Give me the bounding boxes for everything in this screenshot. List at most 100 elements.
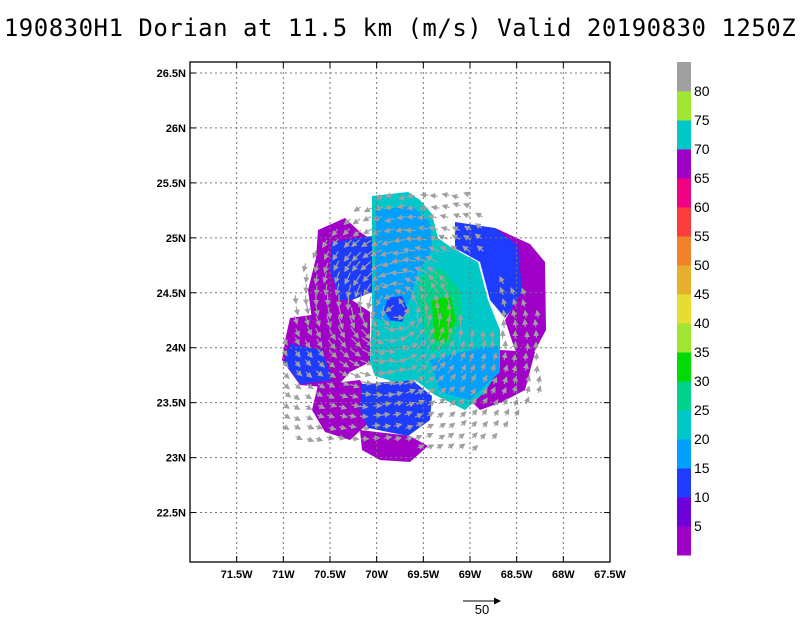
wind-vector — [384, 217, 395, 223]
wind-vector — [522, 352, 529, 361]
scale-label: 50 — [475, 602, 489, 617]
lat-label: 23.5N — [157, 398, 186, 410]
wind-vector — [469, 329, 476, 341]
wind-vector — [414, 434, 423, 441]
wind-vector — [405, 401, 416, 408]
wind-vector — [525, 375, 531, 383]
wind-vector — [491, 376, 498, 385]
wind-vector — [511, 385, 518, 393]
lat-label: 24.5N — [157, 288, 186, 300]
wind-vector — [282, 424, 290, 430]
colorbar-segment — [677, 439, 691, 469]
wind-vector — [313, 285, 320, 296]
wind-vector — [470, 387, 477, 396]
wind-vector — [502, 420, 509, 428]
colorbar-segment — [677, 120, 691, 150]
wind-vector — [521, 298, 527, 308]
wind-vector — [436, 443, 444, 450]
wind-vector — [385, 304, 395, 313]
colorbar-segment — [677, 352, 691, 382]
wind-vector — [294, 337, 300, 346]
lon-label: 70W — [365, 569, 388, 581]
wind-vector — [419, 285, 429, 297]
wind-vector — [426, 432, 434, 439]
wind-vector — [306, 326, 312, 336]
wind-vector — [392, 325, 406, 332]
wind-vector — [306, 423, 315, 430]
wind-vector — [295, 434, 303, 441]
wind-vector — [393, 357, 407, 364]
wind-vector — [467, 340, 474, 352]
colorbar-segment — [677, 497, 691, 527]
wind-vector — [381, 316, 390, 327]
wind-vector — [481, 397, 488, 405]
wind-vector — [448, 339, 455, 352]
wind-vector — [338, 424, 347, 431]
wind-vector — [458, 398, 465, 406]
wind-vector — [306, 436, 315, 443]
wind-vector — [323, 262, 329, 274]
wind-vector — [417, 444, 425, 450]
wind-vector — [405, 388, 416, 395]
colorbar-segment — [677, 323, 691, 353]
wind-vector — [316, 338, 323, 348]
wind-vector — [439, 246, 451, 253]
wind-vector — [511, 354, 518, 363]
wind-vector — [313, 305, 320, 317]
wind-vector — [534, 309, 541, 318]
wind-vector — [415, 328, 426, 340]
wind-vector — [414, 413, 424, 419]
wind-vector — [451, 234, 461, 241]
lon-label: 69.5W — [407, 569, 439, 581]
wind-vector — [392, 390, 404, 397]
wind-vector — [393, 237, 406, 244]
wind-vector — [475, 212, 483, 219]
wind-vector — [502, 398, 508, 406]
wind-vector — [350, 372, 362, 379]
wind-vector — [322, 239, 328, 249]
wind-vector — [305, 404, 313, 410]
wind-vector — [491, 432, 498, 440]
wind-vector — [428, 246, 440, 252]
wind-vector — [349, 393, 359, 399]
wind-vector — [405, 435, 414, 442]
wind-vector — [339, 392, 349, 399]
wind-vector — [362, 271, 373, 283]
wind-vector — [339, 349, 350, 358]
wind-vector — [343, 251, 352, 262]
wind-vector — [366, 296, 373, 310]
wind-vector — [405, 320, 416, 330]
wind-vector — [329, 401, 338, 408]
wind-vector — [342, 228, 351, 236]
wind-vector — [306, 383, 314, 390]
colorbar-label: 60 — [694, 199, 710, 215]
colorbar-label: 20 — [694, 431, 710, 447]
wind-vector — [302, 295, 309, 306]
wind-vector — [361, 379, 373, 386]
wind-vector — [501, 298, 508, 307]
wind-vector — [460, 411, 467, 418]
wind-vector — [438, 234, 449, 241]
wind-vector — [382, 423, 392, 430]
colorbar-segment — [677, 236, 691, 266]
wind-vector — [445, 315, 452, 329]
wind-vector — [444, 292, 451, 306]
wind-vector — [416, 365, 428, 373]
wind-vector — [425, 256, 438, 263]
wind-vector — [292, 315, 299, 325]
wind-vector — [402, 256, 416, 263]
wind-vector — [338, 404, 348, 410]
colorbar-segment — [677, 178, 691, 208]
wind-vector — [446, 326, 453, 340]
wind-vector — [460, 364, 467, 374]
wind-vector — [333, 260, 340, 272]
wind-vector — [370, 380, 382, 387]
wind-vector — [401, 267, 415, 274]
colorbar-label: 55 — [694, 228, 710, 244]
wind-vector — [293, 423, 302, 430]
lat-label: 22.5N — [157, 508, 186, 520]
wind-vector — [380, 250, 394, 257]
colorbar-label: 5 — [694, 518, 702, 534]
colorbar-label: 50 — [694, 257, 710, 273]
